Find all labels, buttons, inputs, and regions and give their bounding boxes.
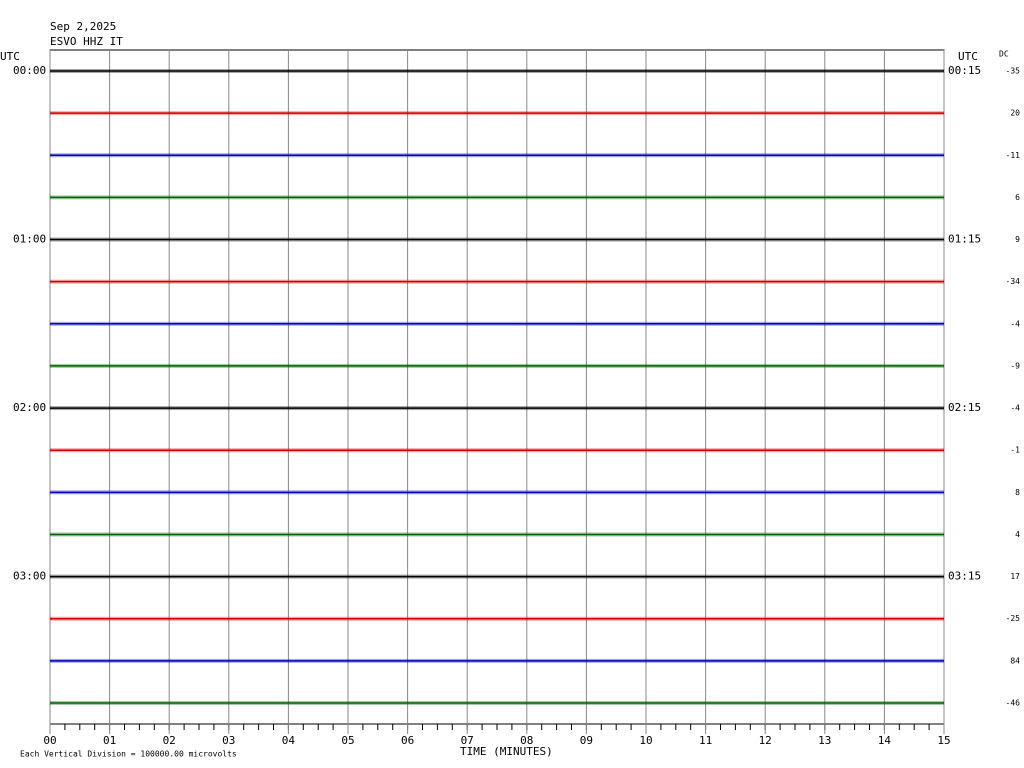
x-tick-label: 13: [818, 734, 831, 747]
dc-offset: -34: [1006, 277, 1021, 286]
time-label-right: 02:15: [948, 401, 981, 414]
x-tick-label: 10: [639, 734, 652, 747]
x-tick-label: 09: [580, 734, 593, 747]
x-tick-label: 02: [163, 734, 176, 747]
dc-offset: -1: [1010, 446, 1020, 455]
dc-offset: 6: [1015, 193, 1020, 202]
x-tick-label: 06: [401, 734, 414, 747]
dc-offset: -46: [1006, 699, 1021, 708]
time-label-right: 03:15: [948, 570, 981, 583]
x-tick-label: 07: [461, 734, 474, 747]
time-label-right: 01:15: [948, 233, 981, 246]
x-axis-title: TIME (MINUTES): [460, 745, 553, 758]
utc-left: UTC: [0, 50, 20, 63]
time-label-left: 03:00: [13, 570, 46, 583]
x-tick-label: 08: [520, 734, 533, 747]
x-tick-label: 03: [222, 734, 235, 747]
time-label-right: 00:15: [948, 64, 981, 77]
dc-label: DC: [999, 50, 1009, 59]
time-label-left: 02:00: [13, 401, 46, 414]
dc-offset: -4: [1010, 319, 1020, 328]
dc-offset: -11: [1006, 151, 1021, 160]
station: ESVO HHZ IT: [50, 35, 123, 48]
dc-offset: -9: [1010, 361, 1020, 370]
x-tick-label: 01: [103, 734, 116, 747]
date: Sep 2,2025: [50, 20, 116, 33]
x-tick-label: 12: [759, 734, 772, 747]
dc-offset: 8: [1015, 488, 1020, 497]
x-tick-label: 11: [699, 734, 712, 747]
time-label-left: 00:00: [13, 64, 46, 77]
time-label-left: 01:00: [13, 233, 46, 246]
dc-offset: -4: [1010, 404, 1020, 413]
dc-offset: -35: [1006, 67, 1021, 76]
x-tick-label: 00: [43, 734, 56, 747]
x-tick-label: 05: [341, 734, 354, 747]
dc-offset: 20: [1010, 109, 1020, 118]
x-tick-label: 14: [878, 734, 892, 747]
x-tick-label: 15: [937, 734, 950, 747]
dc-offset: 84: [1010, 656, 1020, 665]
dc-offset: 9: [1015, 235, 1020, 244]
x-tick-label: 04: [282, 734, 296, 747]
utc-right: UTC: [958, 50, 978, 63]
dc-offset: 17: [1010, 572, 1020, 581]
footer: Each Vertical Division = 100000.00 micro…: [20, 750, 237, 759]
dc-offset: -25: [1006, 614, 1021, 623]
dc-offset: 4: [1015, 530, 1020, 539]
